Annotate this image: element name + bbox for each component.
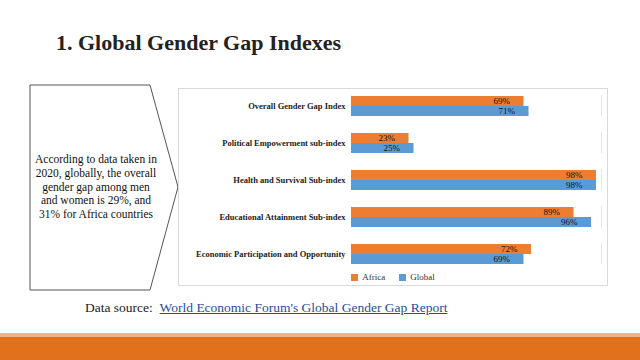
svg-text:71%: 71% [499, 106, 516, 116]
svg-text:Educational Attainment Sub-ind: Educational Attainment Sub-index [219, 212, 346, 222]
svg-text:72%: 72% [501, 244, 518, 254]
svg-text:Overall Gender Gap Index: Overall Gender Gap Index [248, 101, 346, 111]
html-text:Africa: Africa [362, 272, 386, 282]
svg-text:Economic Participation and Opp: Economic Participation and Opportunity [196, 249, 346, 259]
html-text:According to data taken in 202: According to data taken in 2020, globall… [35, 153, 157, 221]
svg-text:69%: 69% [494, 96, 511, 106]
svg-text:96%: 96% [561, 217, 578, 227]
svg-text:98%: 98% [566, 180, 583, 190]
svg-text:23%: 23% [379, 133, 396, 143]
svg-text:98%: 98% [566, 170, 583, 180]
html-text:1. Global Gender Gap Indexes: 1. Global Gender Gap Indexes [56, 30, 341, 55]
svg-text:69%: 69% [494, 254, 511, 264]
svg-text:Health and Survival Sub-index: Health and Survival Sub-index [233, 175, 346, 185]
svg-text:Political Empowerment sub-inde: Political Empowerment sub-index [222, 138, 346, 148]
svg-text:25%: 25% [384, 143, 401, 153]
html-text:Global: Global [410, 272, 435, 282]
html-text:Data source: World Economic Fo: Data source: World Economic Forum's Glob… [85, 300, 448, 315]
svg-text:89%: 89% [544, 207, 561, 217]
